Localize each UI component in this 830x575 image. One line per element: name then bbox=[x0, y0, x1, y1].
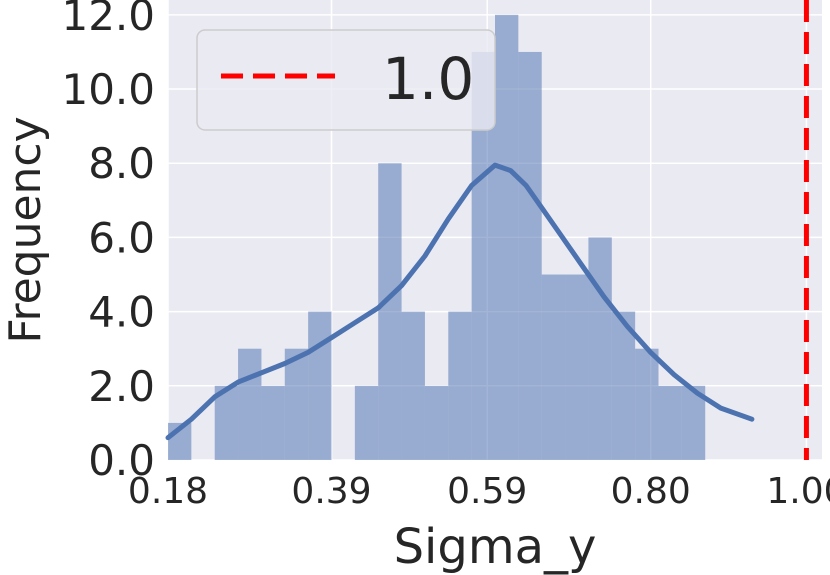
y-tick-label: 0.0 bbox=[88, 436, 155, 485]
y-tick-label: 12.0 bbox=[61, 0, 155, 40]
y-tick-labels: 0.0 2.0 4.0 6.0 8.0 10.0 12.0 bbox=[61, 0, 155, 485]
histogram-bar bbox=[518, 51, 542, 460]
legend-label: 1.0 bbox=[382, 45, 474, 113]
histogram-bar bbox=[635, 348, 659, 460]
legend: 1.0 bbox=[196, 29, 496, 131]
histogram-bar bbox=[238, 348, 262, 460]
histogram-bar bbox=[448, 311, 472, 460]
y-tick-label: 6.0 bbox=[88, 213, 155, 262]
x-axis-label: Sigma_y bbox=[394, 519, 597, 575]
histogram-bar bbox=[541, 274, 566, 460]
y-axis-label: Frequency bbox=[0, 116, 51, 343]
y-tick-label: 2.0 bbox=[88, 362, 155, 411]
histogram-bar bbox=[214, 385, 239, 460]
x-tick-labels: 0.18 0.39 0.59 0.80 1.00 bbox=[128, 471, 830, 512]
histogram-bar bbox=[424, 385, 449, 460]
histogram-bar bbox=[658, 385, 682, 460]
histogram-bar bbox=[284, 348, 309, 460]
x-tick-label: 0.39 bbox=[291, 471, 371, 512]
x-tick-label: 0.80 bbox=[611, 471, 691, 512]
histogram-bar bbox=[495, 14, 519, 460]
y-tick-label: 4.0 bbox=[88, 288, 155, 337]
histogram-bar bbox=[378, 163, 402, 460]
x-tick-label: 0.18 bbox=[128, 471, 208, 512]
histogram-bar bbox=[588, 237, 612, 460]
y-tick-label: 8.0 bbox=[88, 139, 155, 188]
histogram-bar bbox=[401, 311, 425, 460]
histogram-bar bbox=[261, 385, 285, 460]
legend-box bbox=[196, 29, 496, 131]
histogram-bar bbox=[681, 385, 706, 460]
histogram-bar bbox=[611, 311, 636, 460]
histogram-bar bbox=[565, 274, 589, 460]
histogram-bar bbox=[471, 51, 495, 460]
histogram-bars bbox=[168, 14, 706, 460]
histogram-bar bbox=[308, 311, 332, 460]
y-tick-label: 10.0 bbox=[61, 65, 155, 114]
x-tick-label: 0.59 bbox=[447, 471, 527, 512]
kde-curve bbox=[165, 162, 755, 441]
x-tick-label: 1.00 bbox=[766, 471, 830, 512]
histogram-bar bbox=[354, 385, 379, 460]
